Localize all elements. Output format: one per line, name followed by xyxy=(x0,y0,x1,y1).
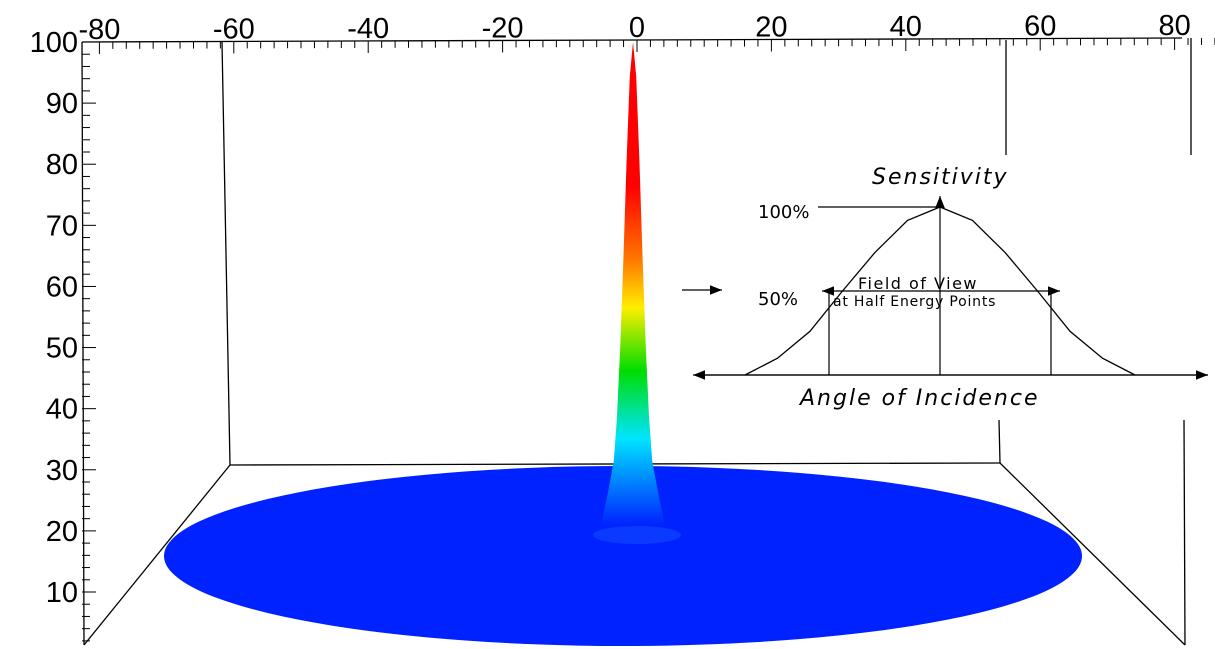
inset-xlabel: Angle of Incidence xyxy=(798,386,1040,411)
left-axis-tick-label: 30 xyxy=(46,455,78,487)
top-axis-tick-label: 40 xyxy=(890,11,922,43)
top-axis-tick-label: 80 xyxy=(1158,10,1190,42)
top-axis-tick-label: 60 xyxy=(1024,11,1056,43)
surface-floor-disk xyxy=(164,466,1082,646)
left-axis-tick-label: 50 xyxy=(46,333,78,365)
inset-marker-50: 50% xyxy=(758,289,798,310)
top-axis: -80 -60 -40 -20 0 20 40 60 80 xyxy=(78,10,1215,54)
inset-marker-100: 100% xyxy=(758,202,809,223)
surface-peak-base-ring xyxy=(593,526,681,544)
top-axis-tick-label: 20 xyxy=(755,11,787,43)
left-axis-tick-label: 10 xyxy=(46,577,78,609)
inset-sensitivity-diagram: Sensitivity 100% 50% Field of View at Ha… xyxy=(682,165,1208,411)
top-axis-tick-label: -20 xyxy=(482,12,524,44)
inset-annotation-line2: at Half Energy Points xyxy=(833,294,996,310)
top-axis-tick-label: 0 xyxy=(629,12,645,44)
top-axis-tick-label: -40 xyxy=(347,13,389,45)
box-frame xyxy=(81,37,1192,646)
left-axis-tick-label: 100 xyxy=(30,27,78,59)
inset-annotation-line1: Field of View xyxy=(858,274,978,293)
frame-right-floor-edge xyxy=(999,462,1186,646)
left-axis-tick-label: 40 xyxy=(46,394,78,426)
left-axis-tick-label: 70 xyxy=(46,210,78,242)
left-axis: 10 20 30 40 50 60 70 80 90 100 xyxy=(30,27,96,642)
top-axis-tick-label: -60 xyxy=(213,13,255,45)
left-axis-tick-label: 80 xyxy=(46,149,78,181)
left-axis-tick-label: 60 xyxy=(46,271,78,303)
frame-left-axis-line xyxy=(81,41,85,646)
inset-ylabel: Sensitivity xyxy=(872,165,1009,190)
left-axis-tick-label: 90 xyxy=(46,88,78,120)
frame-right-vertical-lower xyxy=(1183,419,1186,646)
frame-back-left-vertical xyxy=(221,41,231,466)
top-axis-tick-label: -80 xyxy=(78,14,120,46)
frame-left-floor-edge xyxy=(83,464,231,646)
left-axis-tick-label: 20 xyxy=(46,516,78,548)
frame-back-right-vertical-lower xyxy=(998,419,1001,464)
frame-top-axis-line xyxy=(81,37,1183,43)
surface-peak xyxy=(601,42,665,526)
